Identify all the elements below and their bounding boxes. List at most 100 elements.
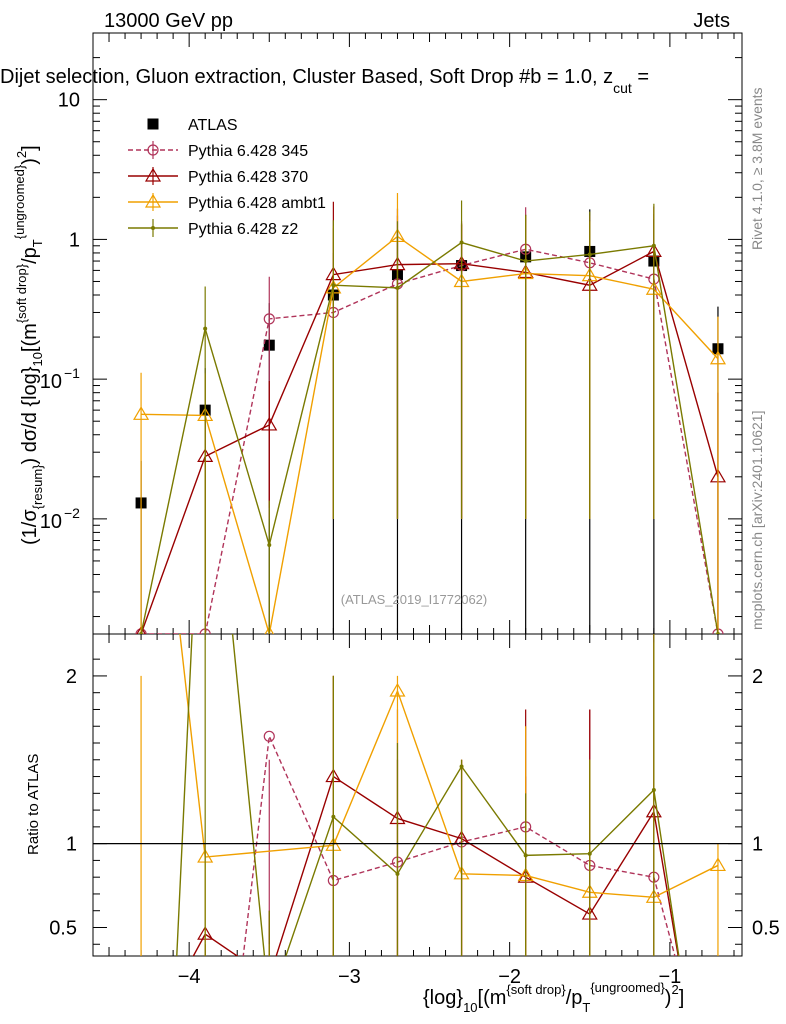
- x-axis-label: {log}10[(m{soft drop}/pT{ungroomed})2]: [423, 980, 684, 1015]
- ylabel-close: ): [19, 158, 41, 165]
- energy-label: 13000 GeV pp: [104, 10, 233, 32]
- legend-item-z2: Pythia 6.428 z2: [128, 219, 298, 238]
- ratio-tick-label-right: 1: [752, 834, 763, 856]
- ratio-y-axis-label: Ratio to ATLAS: [25, 754, 42, 855]
- mcplots-label: mcplots.cern.ch [arXiv:2401.10621]: [749, 411, 765, 630]
- ratio-tick-label-left: 0.5: [49, 917, 77, 939]
- ratio-point: [331, 814, 336, 819]
- ylabel-resum-sub: {resum}: [30, 464, 45, 509]
- process-label: Jets: [693, 10, 730, 32]
- ratio-tick-label-right: 2: [752, 666, 763, 688]
- ylabel-ten-sub: 10: [30, 352, 45, 366]
- xlabel-two-sup: 2: [671, 982, 678, 997]
- ylabel-over: /p: [19, 247, 41, 264]
- ratio-line: [176, 634, 680, 956]
- legend-label: Pythia 6.428 370: [188, 169, 308, 186]
- ratio-point: [709, 857, 727, 872]
- plot-title-main: Dijet selection, Gluon extraction, Clust…: [0, 66, 613, 88]
- plot-title-zcut-sub: cut: [613, 80, 632, 96]
- ratio-tick-label-left: 1: [66, 834, 77, 856]
- ratio-axes: −4 −3 −2 −1 0.5 0.5 1 1 2 2: [49, 634, 780, 988]
- ylabel-t-sub: T: [30, 239, 45, 247]
- legend-item-ambt1: Pythia 6.428 ambt1: [128, 193, 326, 212]
- ratio-tick-label-right: 0.5: [752, 917, 780, 939]
- series-line: [141, 235, 719, 634]
- rivet-version-label: Rivet 4.1.0, ≥ 3.8M events: [749, 87, 765, 250]
- plot-title: Dijet selection, Gluon extraction, Clust…: [0, 66, 649, 96]
- y-tick-label: 10: [58, 90, 80, 112]
- data-point: [264, 625, 275, 634]
- xlabel-end: ]: [679, 987, 685, 1009]
- xlabel-ungroomed-sup: {ungroomed}: [590, 980, 665, 995]
- data-point: [203, 326, 208, 331]
- xlabel-open: [(m: [478, 987, 507, 1009]
- ratio-point: [459, 764, 464, 769]
- data-point: [133, 406, 150, 420]
- data-point: [261, 416, 278, 431]
- data-point: [139, 632, 144, 634]
- ratio-point: [395, 871, 400, 876]
- series-ambt1: [133, 192, 727, 634]
- y-tick-label: 10: [40, 511, 62, 533]
- y-tick-label: 10: [40, 371, 62, 393]
- plot-title-zcut-eq: =: [632, 66, 649, 88]
- legend-marker: [144, 167, 162, 182]
- series-line: [140, 250, 719, 634]
- ylabel-tail: [(m: [19, 323, 41, 352]
- y-tick-exponent: −2: [64, 505, 80, 521]
- ylabel-two-sup: 2: [14, 151, 29, 158]
- ratio-point: [389, 682, 406, 697]
- series-line: [140, 241, 719, 634]
- ylabel-mid: ) dσ/d {log}: [19, 366, 41, 464]
- series-line: [141, 248, 719, 634]
- ratio-series: [140, 634, 727, 956]
- data-point: [459, 240, 464, 245]
- legend-label: Pythia 6.428 ambt1: [188, 195, 326, 212]
- legend-label: Pythia 6.428 345: [188, 143, 308, 160]
- analysis-watermark: (ATLAS_2019_I1772062): [341, 592, 487, 607]
- ratio-point: [651, 787, 656, 792]
- ratio-tick-label-left: 2: [66, 666, 77, 688]
- legend-label: ATLAS: [188, 117, 238, 134]
- legend-marker: [151, 226, 155, 230]
- ratio-series-p370: [192, 634, 679, 956]
- data-point: [395, 285, 400, 290]
- y-tick-label: 1: [69, 229, 80, 251]
- main-series: [133, 192, 727, 634]
- ratio-point: [587, 851, 592, 856]
- legend-marker: [147, 144, 159, 156]
- x-tick-label: −1: [658, 966, 681, 988]
- data-point: [331, 283, 336, 288]
- ratio-point: [263, 730, 275, 742]
- data-point: [523, 259, 528, 264]
- y-tick-exponent: −1: [64, 365, 80, 381]
- xlabel-over: /p: [566, 987, 583, 1009]
- main-y-axis-label: (1/σ{resum}) dσ/d {log}10[(m{soft drop}/…: [12, 145, 45, 545]
- ratio-point: [523, 853, 528, 858]
- legend-item-p370: Pythia 6.428 370: [128, 167, 308, 186]
- data-point: [267, 543, 272, 548]
- xlabel-log: {log}: [423, 987, 463, 1009]
- legend-marker: [147, 118, 159, 130]
- series-p370: [136, 201, 727, 634]
- data-point: [709, 350, 727, 365]
- ratio-plot-frame: [92, 633, 743, 957]
- xlabel-softdrop-sup: {soft drop}: [506, 982, 566, 997]
- legend-item-atlas: ATLAS: [147, 117, 238, 134]
- data-point: [587, 252, 592, 257]
- data-point: [715, 632, 720, 634]
- x-tick-label: −2: [498, 966, 521, 988]
- x-tick-label: −4: [178, 966, 201, 988]
- ylabel-end: ]: [19, 145, 41, 151]
- data-point: [651, 243, 656, 248]
- ylabel-ungroomed-sup: {ungroomed}: [12, 164, 27, 239]
- ratio-line: [192, 775, 679, 956]
- x-tick-label: −3: [338, 966, 361, 988]
- xlabel-t-sub: T: [582, 1000, 590, 1015]
- ylabel-softdrop-sup: {soft drop}: [14, 263, 29, 323]
- series-p345: [135, 207, 724, 634]
- xlabel-ten-sub: 10: [463, 1000, 477, 1015]
- legend-marker: [144, 193, 162, 208]
